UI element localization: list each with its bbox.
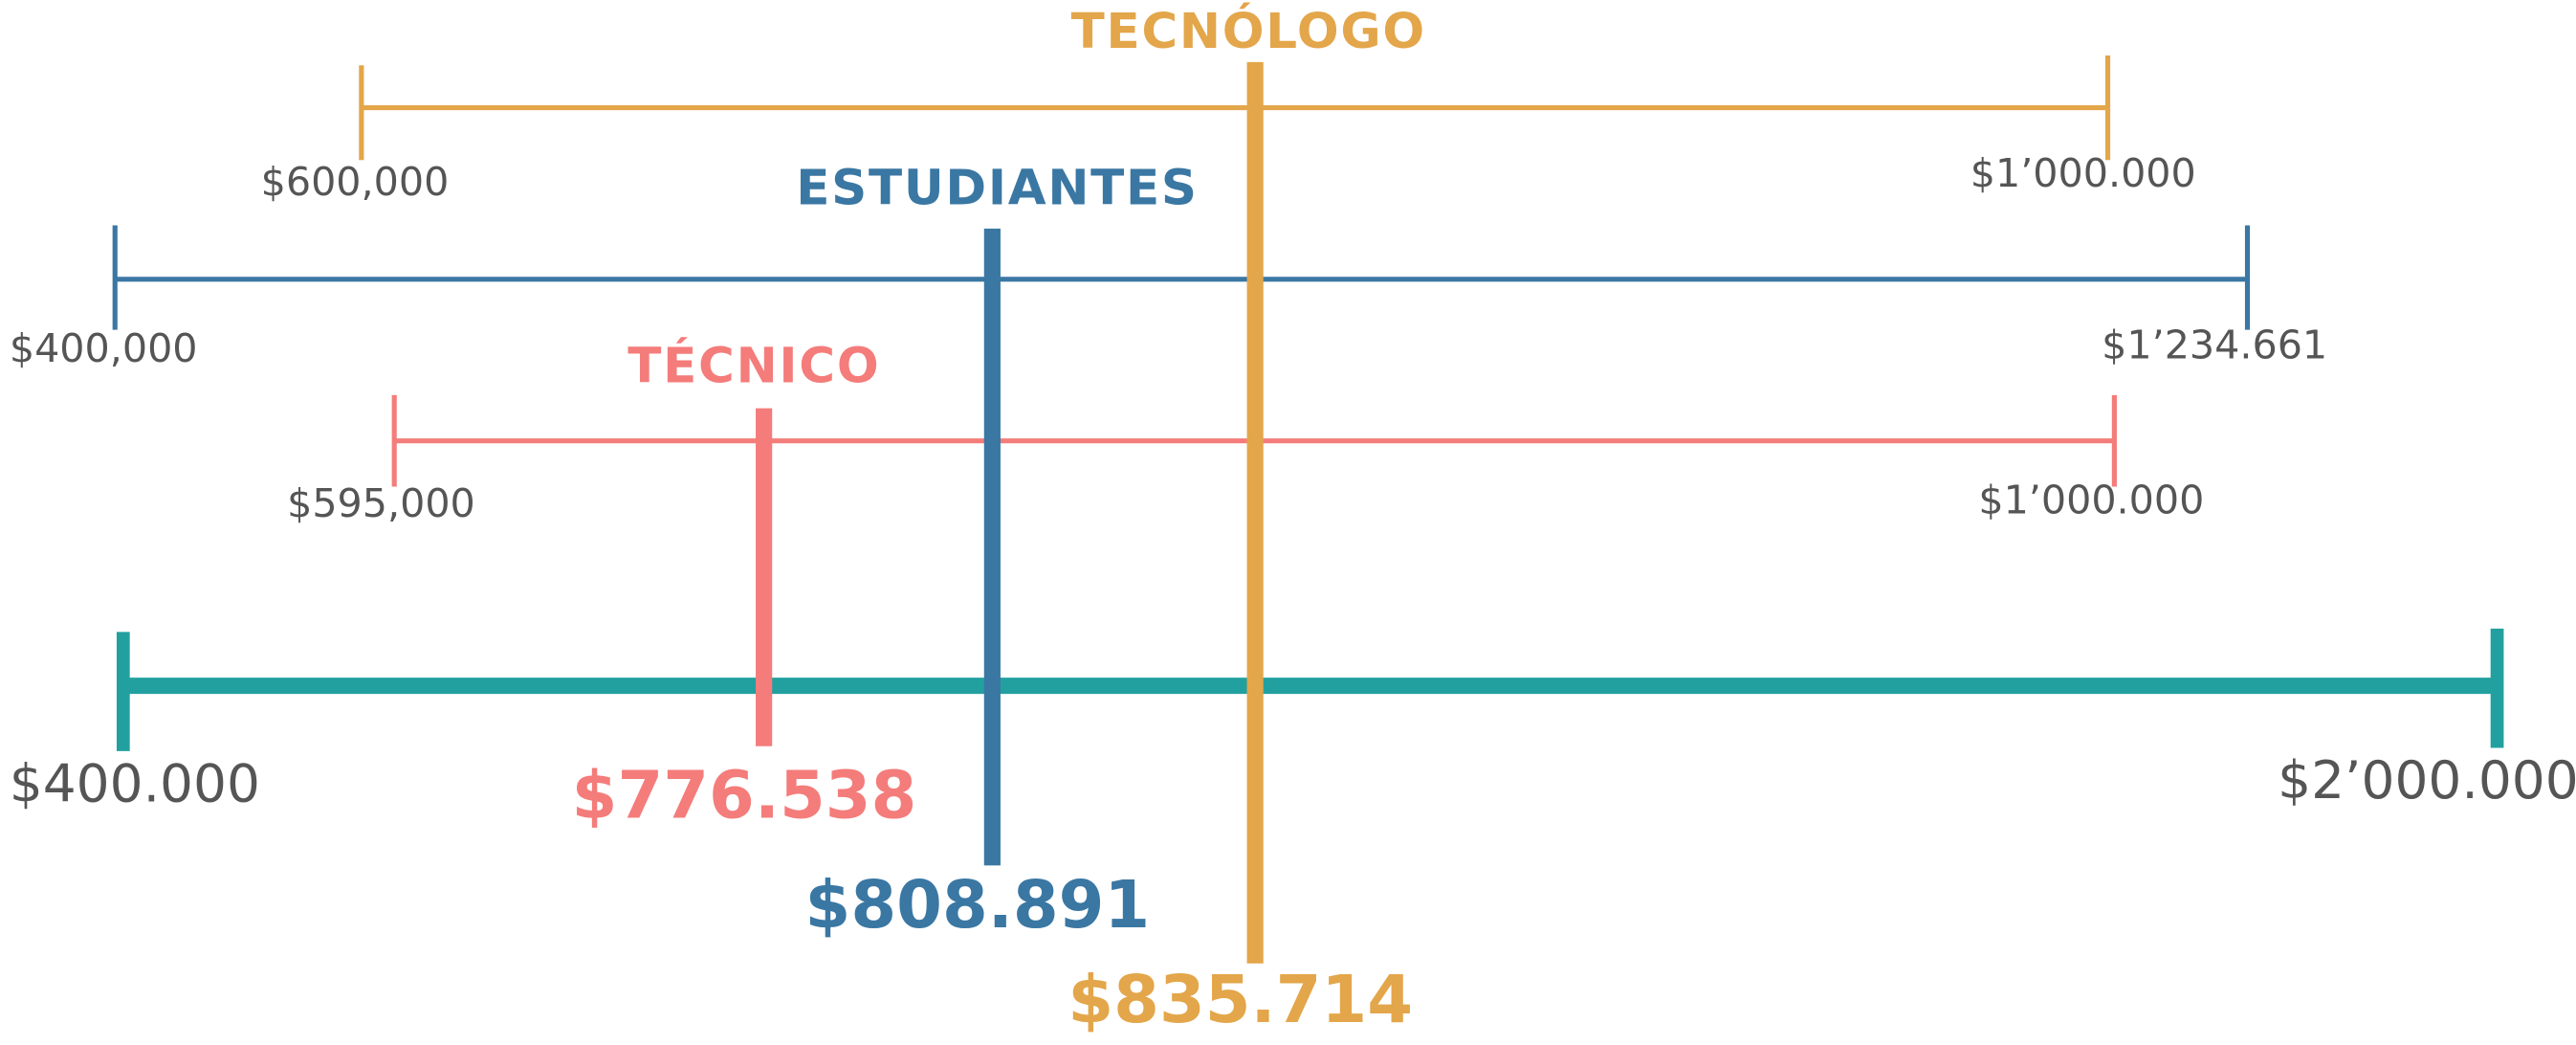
estudiantes-range bbox=[112, 225, 2251, 330]
median-label: $835.714 bbox=[1068, 962, 1413, 1038]
range-min-label: $600,000 bbox=[261, 159, 450, 205]
axis-max-label: $2’000.000 bbox=[2278, 749, 2576, 811]
tecnologo-range bbox=[359, 56, 2111, 161]
range-min-label: $400,000 bbox=[10, 325, 198, 371]
group-title: TÉCNICO bbox=[627, 337, 880, 395]
median-label: $776.538 bbox=[572, 758, 917, 834]
axis-min-label: $400.000 bbox=[10, 753, 260, 814]
main-axis bbox=[116, 628, 2504, 751]
range-min-label: $595,000 bbox=[287, 480, 475, 526]
group-title: ESTUDIANTES bbox=[796, 160, 1198, 217]
range-max-label: $1’234.661 bbox=[2102, 322, 2327, 368]
range-max-label: $1’000.000 bbox=[1978, 478, 2204, 523]
group-title: TECNÓLOGO bbox=[1071, 1, 1426, 60]
range-max-label: $1’000.000 bbox=[1971, 150, 2196, 196]
median-label: $808.891 bbox=[805, 867, 1151, 944]
